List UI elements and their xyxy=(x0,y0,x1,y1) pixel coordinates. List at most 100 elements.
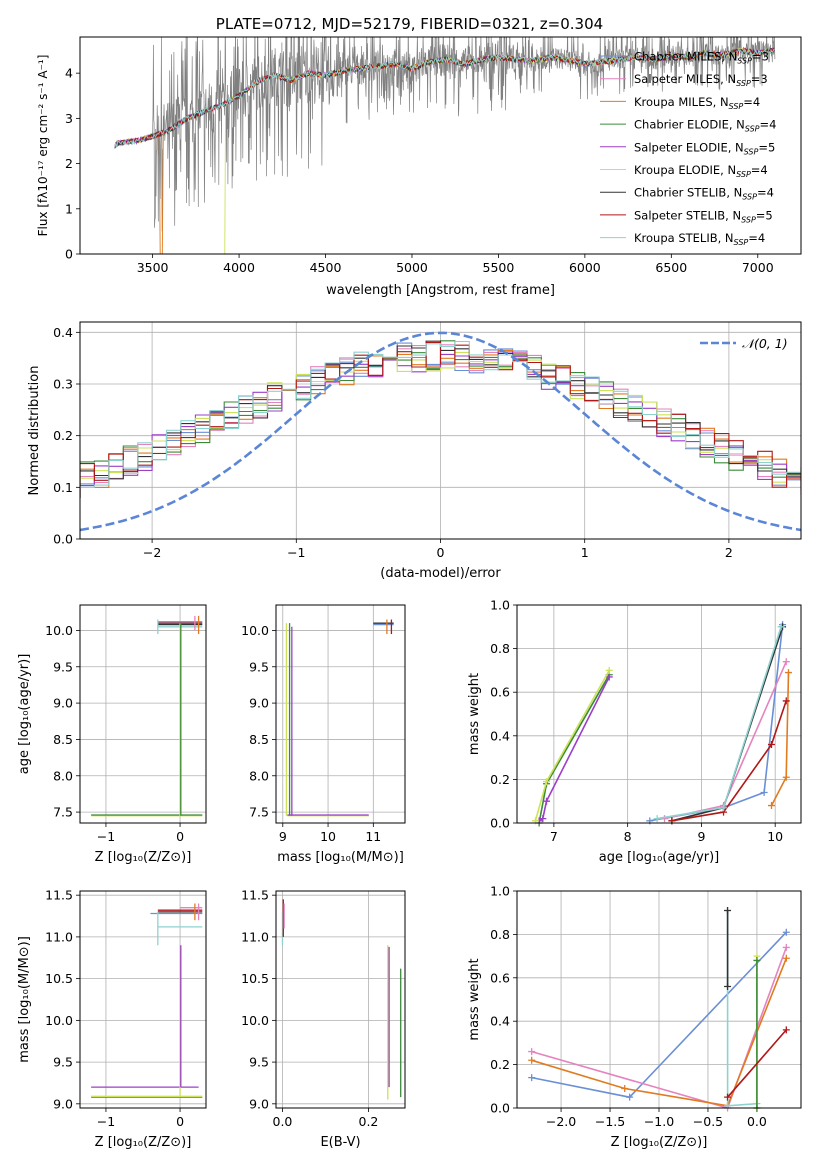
y-tick-label: 11.5 xyxy=(45,888,73,903)
series-line-3 xyxy=(726,910,757,1107)
y-tick-label: 0.0 xyxy=(53,532,73,547)
x-tick-label: 3500 xyxy=(137,260,169,275)
legend-label-sub: SSP xyxy=(745,125,760,134)
y-tick-label: 11.0 xyxy=(45,929,73,944)
series-point-4 xyxy=(539,815,547,823)
panel-Z-vs-mass: −1 0 9.0 9.5 10.0 10.5 11.0 11.5 Z [log₁₀(Z/Z⊙)]… xyxy=(17,888,207,1150)
series-point-2 xyxy=(782,954,790,962)
series-point-4 xyxy=(543,797,551,805)
x-tick-label: 9 xyxy=(697,829,705,844)
y-tick-label: 0.0 xyxy=(490,816,510,831)
legend-label-text: Chabrier ELODIE, N xyxy=(634,118,745,132)
x-tick-label: −0.5 xyxy=(693,1114,723,1129)
y-tick-label: 10.0 xyxy=(241,1013,269,1028)
legend-label-text: Chabrier MILES, N xyxy=(634,50,737,64)
series-point-7 xyxy=(782,697,790,705)
x-tick-label: 0 xyxy=(176,829,184,844)
x-tick-label: 0 xyxy=(437,545,445,560)
series-point-2 xyxy=(528,1056,536,1064)
panel-plot-area xyxy=(91,903,203,1098)
y-axis-label: mass weight xyxy=(467,958,482,1040)
panel-plot-area xyxy=(91,615,203,817)
y-tick-label: 0.4 xyxy=(490,728,510,743)
x-axis-label: age [log₁₀(age/yr)] xyxy=(599,850,720,865)
x-tick-label: 5500 xyxy=(483,260,515,275)
y-tick-label: 10.0 xyxy=(45,1013,73,1028)
series-point-0 xyxy=(528,1074,536,1082)
x-tick-label: 0 xyxy=(176,1114,184,1129)
x-axis-label: wavelength [Angstrom, rest frame] xyxy=(326,283,555,298)
series-point-1 xyxy=(528,1048,536,1056)
x-tick-label: 8 xyxy=(624,829,632,844)
y-tick-label: 1 xyxy=(65,201,73,216)
series-point-4 xyxy=(605,673,613,681)
y-axis-label: age [log₁₀(age/yr)] xyxy=(17,654,32,775)
series-point-1 xyxy=(782,943,790,951)
series-point-8 xyxy=(653,815,661,823)
y-tick-label: 8.0 xyxy=(249,768,269,783)
axes-frame xyxy=(79,321,802,540)
panel-Z-vs-mass-weight: −2.0 −1.5 −1.0 −0.5 0.0 0.0 0.2 0.4 0.6 0.8 1.0 Z [… xyxy=(467,884,802,1150)
y-tick-label: 0.1 xyxy=(53,480,73,495)
x-axis-label: Z [log₁₀(Z/Z⊙)] xyxy=(95,850,192,865)
legend-label-sub: SSP xyxy=(734,238,749,247)
x-tick-label: 0.0 xyxy=(273,1114,293,1129)
y-tick-label: 0.2 xyxy=(53,428,73,443)
y-tick-label: 10.0 xyxy=(241,623,269,638)
legend-label-text: Kroupa ELODIE, N xyxy=(634,163,736,177)
x-tick-label: 6500 xyxy=(655,260,687,275)
legend-label-tail: =4 xyxy=(748,231,765,245)
series-point-1 xyxy=(782,658,790,666)
series-point-1 xyxy=(661,815,669,823)
spectrum-panel: PLATE=0712, MJD=52179, FIBERID=0321, z=0… xyxy=(36,15,802,298)
legend-label-5: Kroupa ELODIE, NSSP=4 xyxy=(634,163,768,179)
normal-reference-curve xyxy=(80,331,801,532)
series-line-8 xyxy=(657,626,782,820)
series-point-2 xyxy=(782,773,790,781)
y-tick-label: 3 xyxy=(65,111,73,126)
x-tick-label: 7000 xyxy=(742,260,774,275)
y-axis-label: mass weight xyxy=(467,673,482,755)
histogram-step-7 xyxy=(80,341,801,499)
x-tick-label: 0.0 xyxy=(747,1114,767,1129)
y-tick-label: 7.5 xyxy=(53,805,73,820)
y-tick-label: 1.0 xyxy=(490,598,510,613)
x-tick-label: 11 xyxy=(365,829,381,844)
y-tick-label: 0.0 xyxy=(490,1101,510,1116)
series-point-7 xyxy=(767,741,775,749)
x-axis-label: (data-model)/error xyxy=(380,566,501,581)
x-tick-label: 10 xyxy=(320,829,336,844)
axes-frame xyxy=(516,604,802,824)
y-tick-label: 8.0 xyxy=(53,768,73,783)
y-tick-label: 11.0 xyxy=(241,929,269,944)
axes-frame xyxy=(516,890,802,1109)
y-tick-label: 11.5 xyxy=(241,888,269,903)
panel-plot-area xyxy=(281,899,402,1100)
y-tick-label: 9.5 xyxy=(249,659,269,674)
model-line-7 xyxy=(114,47,775,149)
series-point-8 xyxy=(777,623,785,631)
legend-label-text: Salpeter MILES, N xyxy=(634,72,736,86)
series-point-0 xyxy=(782,928,790,936)
x-tick-label: −2 xyxy=(143,545,161,560)
x-tick-label: −1 xyxy=(97,1114,115,1129)
legend-label-sub: SSP xyxy=(744,147,759,156)
axes-frame xyxy=(275,890,406,1109)
legend-label-1: Salpeter MILES, NSSP=3 xyxy=(634,72,768,88)
chart-title: PLATE=0712, MJD=52179, FIBERID=0321, z=0… xyxy=(216,15,603,33)
legend-label-6: Chabrier STELIB, NSSP=4 xyxy=(634,186,774,202)
histogram-plot-area xyxy=(80,331,801,532)
series-line-7 xyxy=(671,700,787,822)
y-tick-label: 0.2 xyxy=(490,1057,510,1072)
series-line-7 xyxy=(726,1029,787,1098)
legend-label-sub: SSP xyxy=(741,215,756,224)
x-tick-label: −1 xyxy=(287,545,305,560)
y-tick-label: 0.4 xyxy=(53,325,73,340)
y-tick-label: 4 xyxy=(65,66,73,81)
legend-label-normal: 𝒩(0, 1) xyxy=(742,336,788,351)
legend-label-text: Kroupa MILES, N xyxy=(634,95,729,109)
legend-label-sub: SSP xyxy=(736,79,751,88)
legend-label-text: Salpeter STELIB, N xyxy=(634,208,741,222)
